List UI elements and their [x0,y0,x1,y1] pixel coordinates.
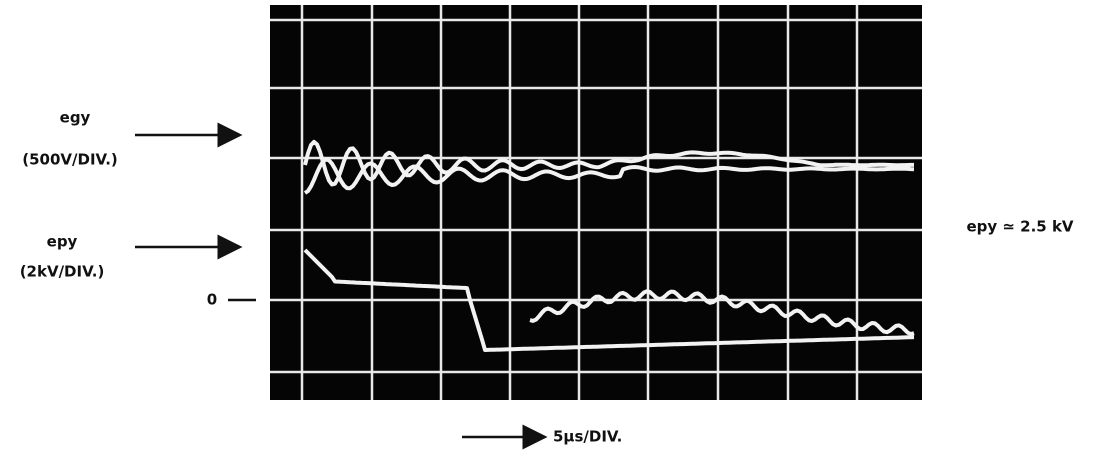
channel-1-scale: (500V/DIV.) [22,151,118,169]
epy-trace [303,248,915,352]
channel-2-name: epy [47,233,78,251]
channel-1-name: egy [60,109,91,127]
scope-screen [270,5,922,400]
right-label: epy ≃ 2.5 kV [966,218,1073,236]
egy-trace-2 [303,157,915,195]
channel-2-scale: (2kV/DIV.) [20,263,105,281]
scope-traces [303,139,915,352]
scope-grid [270,5,922,400]
epy-trace-2 [529,289,915,337]
time-base: 5μs/DIV. [553,428,622,446]
zero-label: 0 [207,291,217,309]
